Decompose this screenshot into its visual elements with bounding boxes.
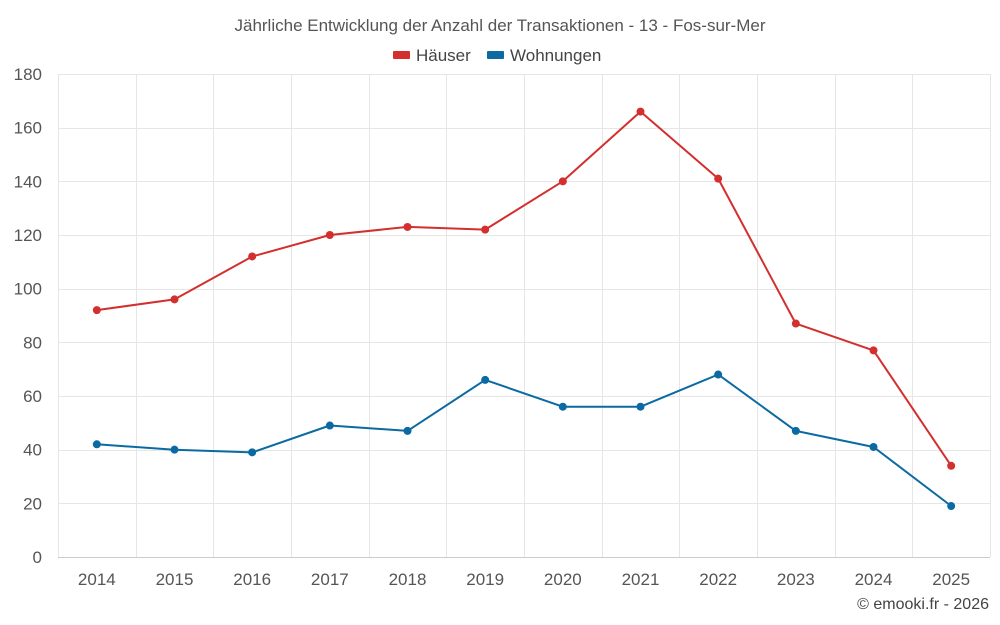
data-point-wohnungen[interactable] [170,445,179,454]
data-point-wohnungen[interactable] [481,375,490,384]
credit-text: © emooki.fr - 2026 [857,596,989,613]
data-point-wohnungen[interactable] [558,402,567,411]
data-point-wohnungen[interactable] [714,370,723,379]
data-point-hauser[interactable] [791,319,800,328]
series-line-wohnungen [96,373,952,507]
series-wohnungen [92,370,956,511]
data-point-wohnungen[interactable] [947,502,956,511]
data-point-hauser[interactable] [325,231,334,239]
y-tick-label: 140 [14,172,42,191]
x-tick-label: 2014 [78,570,116,589]
x-tick-label: 2022 [699,570,737,589]
x-tick-label: 2015 [156,570,194,589]
data-point-hauser[interactable] [92,306,101,315]
x-tick-label: 2019 [466,570,504,589]
legend: Häuser Wohnungen [393,46,601,65]
x-tick-label: 2018 [389,570,427,589]
data-point-hauser[interactable] [947,461,956,470]
y-tick-label: 60 [23,387,42,406]
legend-label-hauser[interactable]: Häuser [416,46,471,65]
x-axis-ticks: 2014 2015 2016 2017 2018 2019 2020 2021 2022 2023… [78,570,970,589]
x-tick-label: 2023 [777,570,815,589]
x-tick-label: 2017 [311,570,349,589]
y-tick-label: 160 [14,119,42,138]
y-tick-label: 20 [23,494,42,513]
x-tick-label: 2021 [622,570,660,589]
x-tick-label: 2024 [855,570,893,589]
legend-label-wohnungen[interactable]: Wohnungen [510,46,601,65]
data-point-wohnungen[interactable] [636,402,645,411]
data-point-wohnungen[interactable] [248,448,257,457]
y-tick-label: 40 [23,441,42,460]
series-lines [92,107,956,511]
x-tick-label: 2025 [932,570,970,589]
x-tick-label: 2020 [544,570,582,589]
data-point-hauser[interactable] [558,177,567,186]
data-point-wohnungen[interactable] [325,421,334,430]
x-gridlines [58,74,991,557]
legend-swatch-hauser[interactable] [393,51,410,59]
y-tick-label: 120 [14,226,42,245]
chart-title: Jährliche Entwicklung der Anzahl der Tra… [234,16,765,35]
data-point-hauser[interactable] [403,222,412,231]
x-tick-label: 2016 [233,570,271,589]
data-point-hauser[interactable] [248,252,257,261]
data-point-hauser[interactable] [714,174,723,183]
data-point-hauser[interactable] [170,295,179,304]
legend-swatch-wohnungen[interactable] [487,51,504,59]
y-axis-ticks: 0 20 40 60 80 100 120 140 160 180 [14,65,42,567]
data-point-wohnungen[interactable] [92,440,101,449]
data-point-wohnungen[interactable] [403,426,412,435]
data-point-hauser[interactable] [869,346,878,355]
y-tick-label: 180 [14,65,42,84]
data-point-hauser[interactable] [636,107,645,116]
y-tick-label: 100 [14,280,42,299]
series-line-hauser [96,110,953,467]
data-point-wohnungen[interactable] [791,426,800,435]
series-hauser [92,107,956,470]
y-tick-label: 0 [33,548,42,567]
y-tick-label: 80 [23,333,42,352]
data-point-wohnungen[interactable] [869,442,878,451]
data-point-hauser[interactable] [481,225,490,234]
